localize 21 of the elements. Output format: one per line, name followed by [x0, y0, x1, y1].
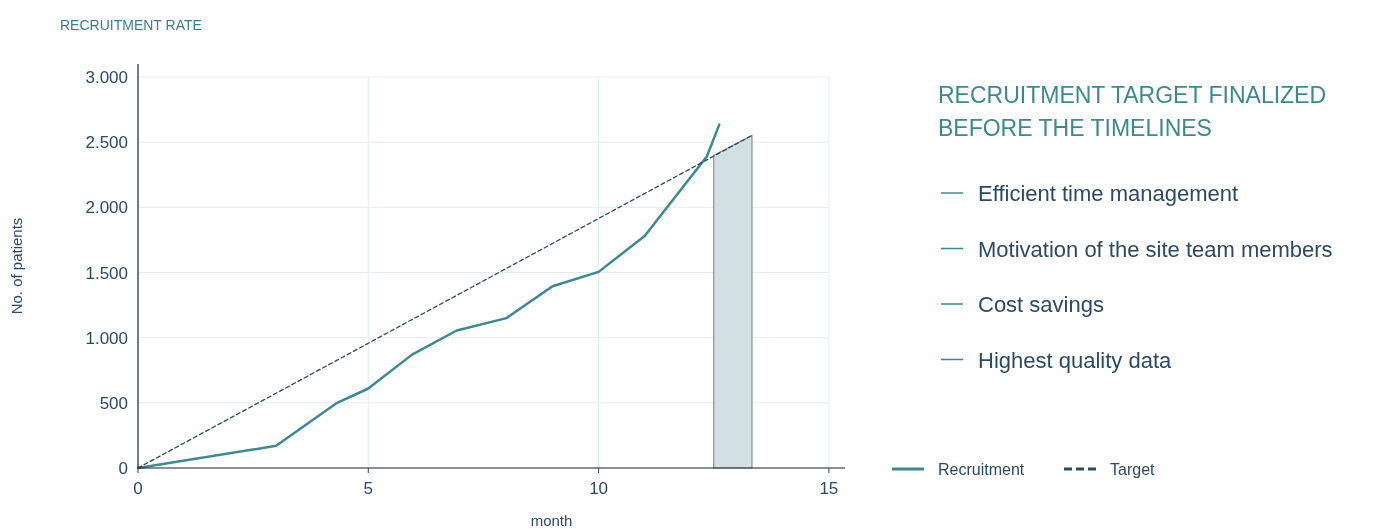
- y-tick-label: 2.000: [85, 198, 128, 218]
- legend-label: Recruitment: [938, 461, 1025, 478]
- x-tick-label: 5: [363, 479, 374, 498]
- text: Highest quality data: [978, 347, 1172, 373]
- y-tick-label: 0: [118, 459, 128, 478]
- y-axis-title: No. of patients: [8, 217, 25, 315]
- chart-title: RECRUITMENT RATE: [60, 17, 202, 33]
- text: Efficient time management: [978, 181, 1239, 206]
- y-tick-label: 1.500: [85, 263, 128, 283]
- y-tick-label: 1.000: [85, 328, 128, 348]
- text: RECRUITMENT TARGET FINALIZED BEFORE THE TIMELINES: [938, 82, 1327, 141]
- legend-label: Target: [1110, 461, 1156, 478]
- x-axis-title: month: [530, 512, 573, 529]
- x-tick-label: 10: [589, 479, 609, 498]
- y-tick-label: 500: [99, 393, 128, 413]
- text: Cost savings: [978, 292, 1104, 317]
- x-tick-label: 0: [133, 479, 143, 498]
- text: Motivation of the site team members: [978, 236, 1333, 262]
- y-tick-label: 2.500: [85, 133, 128, 153]
- y-tick-label: 3.000: [85, 68, 128, 88]
- x-tick-label: 15: [819, 479, 839, 498]
